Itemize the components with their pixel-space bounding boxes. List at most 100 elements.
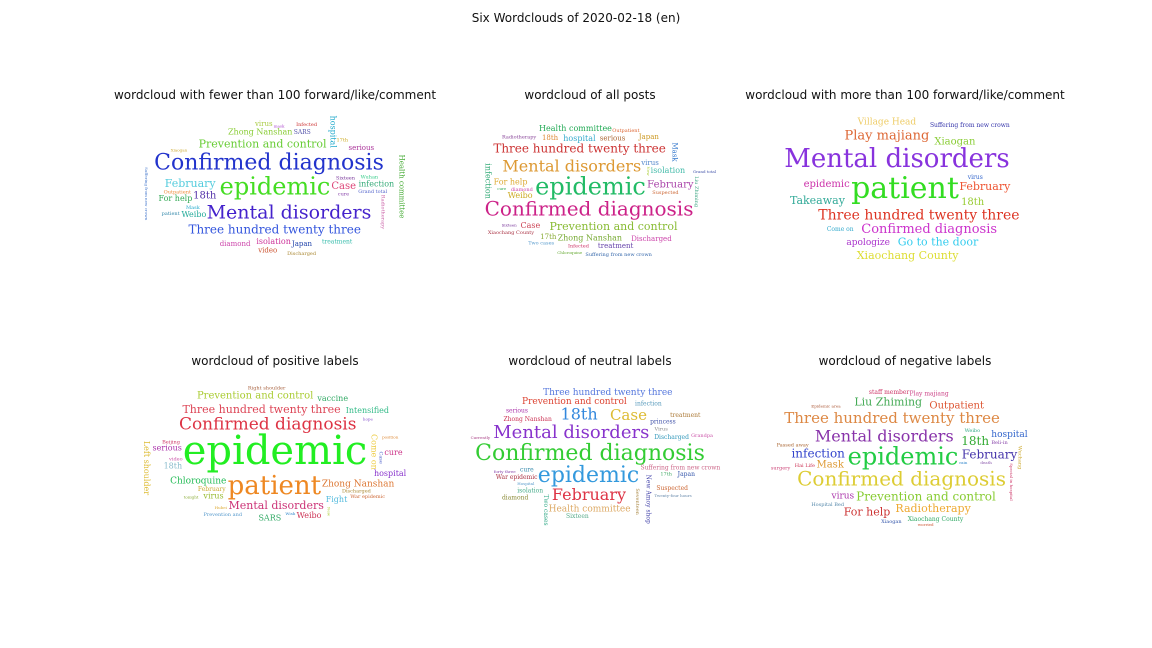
word-cure: cure	[497, 186, 507, 191]
word-suffering-from-new-crown: Suffering from new crown	[144, 167, 149, 221]
word-japan: Japan	[638, 133, 660, 141]
word-come-on: Come on	[827, 226, 854, 233]
word-diamond: diamond	[220, 240, 251, 248]
word-epidemic-area: Epidemic area	[811, 403, 841, 408]
word-hospital-bed: Hospital Bed	[811, 502, 845, 508]
word-special-in-hospital: Special in hospital	[1009, 463, 1014, 501]
word-february: February	[198, 486, 226, 493]
word-wuchang: Wuchang	[1016, 446, 1022, 470]
word-discharged: Discharged	[654, 434, 689, 441]
word-xiaogan: Xiaogan	[881, 519, 902, 525]
panel-title-negative: wordcloud of negative labels	[818, 354, 992, 368]
word-xiaochang-county: Xiaochang County	[488, 230, 534, 236]
word-twenty-four-hours: Twenty-four hours	[654, 493, 691, 498]
word-treatment: treatment	[322, 239, 353, 246]
word-fight: Fight	[326, 495, 348, 504]
word-epidemic: epidemic	[535, 173, 646, 201]
word-18th: 18th	[542, 134, 559, 142]
word-prevention-and-control: Prevention and control	[199, 138, 327, 151]
word-serious: serious	[600, 134, 626, 142]
word-february: February	[165, 177, 217, 190]
word-case: Case	[520, 221, 540, 230]
word-discharged: Discharged	[342, 488, 372, 494]
word-new: New	[326, 507, 331, 517]
word-liu-zhiming: Liu Zhiming	[693, 176, 699, 208]
word-confirmed-diagnosis: Confirmed diagnosis	[861, 222, 997, 237]
word-grandpa: Grandpa	[691, 433, 713, 439]
word-hope: hope	[363, 416, 374, 421]
word-for-help: For help	[844, 506, 891, 519]
word-virus: virus	[830, 491, 854, 501]
word-diamond: diamond	[502, 495, 529, 502]
word-forty-three: forty three	[494, 469, 516, 474]
word-cure: cure	[338, 191, 349, 197]
word-18th: 18th	[193, 191, 217, 202]
word-three-hundred-twenty-three: Three hundred twenty three	[543, 388, 672, 398]
word-health-committee: Health committee	[539, 124, 612, 133]
word-zhong-nanshan: Zhong Nanshan	[558, 233, 622, 242]
word-17th: 17th	[540, 233, 557, 241]
word-17th: 17th	[336, 137, 348, 143]
word-for-help: For help	[159, 194, 193, 203]
word-play-majiang: Play majiang	[910, 391, 949, 398]
word-two-cases: Two cases	[528, 241, 554, 247]
word-zhong-nanshan: Zhong Nanshan	[322, 479, 395, 489]
word-beli-in: Beli-in	[991, 440, 1008, 446]
word-infection: infection	[359, 180, 395, 189]
word-mask: mask	[274, 123, 285, 128]
word-confirmed-diagnosis: Confirmed diagnosis	[797, 467, 1006, 491]
word-infection: infection	[484, 163, 493, 199]
word-infected: Infected	[296, 122, 318, 128]
word-video: video	[168, 456, 183, 462]
word-patient: patient	[851, 171, 959, 206]
word-passed-away: Passed away	[777, 442, 809, 448]
word-seventeen: Seventeen	[634, 488, 640, 515]
word-sars: SARS	[294, 129, 311, 136]
word-radiotherapy: Radiotherapy	[380, 195, 386, 229]
word-epidemic: epidemic	[804, 179, 851, 190]
word-hospital: Hospital	[517, 481, 535, 486]
word-outpatient: Outpatient	[164, 190, 191, 196]
word-18th: 18th	[164, 462, 183, 471]
word-right-shoulder: Right shoulder	[248, 385, 286, 391]
word-prevention-and-control: Prevention and control	[856, 490, 996, 504]
word-radiotherapy: Radiotherapy	[502, 135, 536, 141]
word-sixteen: Sixteen	[336, 175, 356, 181]
word-beijing: Beijing	[162, 440, 181, 446]
word-treatment: treatment	[670, 412, 701, 419]
word-prevention-and-control: Prevention and control	[197, 390, 313, 401]
word-mask: Mask	[816, 459, 844, 470]
word-princess: princess	[650, 419, 676, 426]
word-health-committee: Health committee	[398, 155, 406, 219]
word-go-to-the-door: Go to the door	[898, 235, 979, 248]
word-epidemic: epidemic	[848, 443, 959, 471]
word-mental-disorders: Mental disorders	[784, 144, 1009, 174]
word-mental-disorders: Mental disorders	[207, 201, 372, 223]
word-18th: 18th	[961, 197, 985, 208]
word-war-epidemic: War epidemic	[350, 494, 385, 500]
word-rain: rain	[959, 460, 968, 465]
word-grand-total: Grand total	[693, 169, 717, 174]
word-mental-disorders: Mental disorders	[228, 499, 324, 512]
word-diamond: diamond	[511, 187, 534, 193]
word-grand-total: Grand total	[358, 189, 387, 195]
word-play-majiang: Play majiang	[845, 129, 930, 144]
word-three-hundred-twenty-three: Three hundred twenty three	[188, 223, 361, 237]
panel-title-low-engagement: wordcloud with fewer than 100 forward/li…	[113, 88, 437, 102]
word-takeaway: Takeaway	[790, 194, 846, 207]
word-village-head: Village Head	[857, 118, 917, 128]
word-hospital: hospital	[374, 469, 407, 478]
word-case: Case	[610, 406, 647, 424]
word-discharged: Discharged	[287, 251, 317, 257]
word-war-epidemic: War epidemic	[496, 474, 538, 481]
word-xiaogan: Xiaogan	[934, 136, 976, 147]
word-mental-disorders: Mental disorders	[502, 156, 641, 175]
word-intensified: Intensified	[346, 406, 389, 415]
word-epidemic: epidemic	[538, 463, 639, 488]
